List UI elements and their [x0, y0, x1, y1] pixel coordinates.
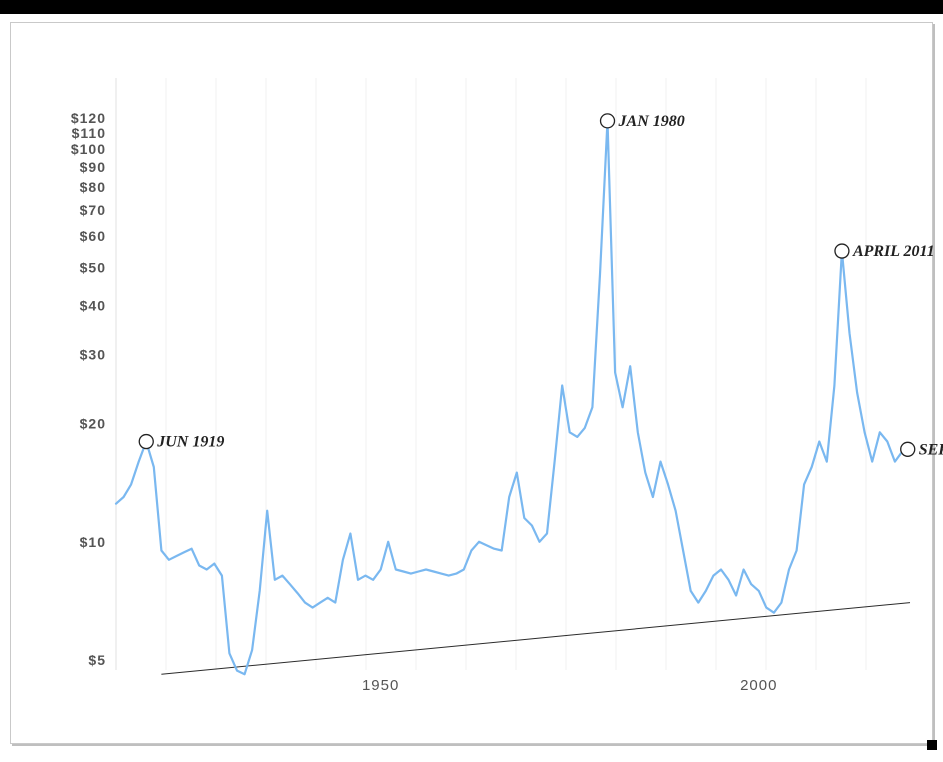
x-tick-label: 2000 [740, 677, 777, 694]
annotation-marker [601, 114, 615, 128]
y-axis-labels: $5 $10 $20 $30 $40 $50 $60 $70 $80 $90 $100$110$12… [71, 110, 106, 668]
annotations: JUN 1919 JAN 1980 APRIL 2011 SEP 2019 [139, 113, 943, 458]
price-series [116, 121, 908, 674]
y-tick-label: $5 [88, 652, 106, 668]
y-tick-label: $20 [80, 416, 106, 432]
price-line [116, 121, 908, 674]
annotation-marker [835, 244, 849, 258]
annotation-marker [901, 442, 915, 456]
y-tick-label: $30 [80, 346, 106, 362]
x-tick-label: 1950 [362, 677, 399, 694]
annotation-label: JAN 1980 [618, 113, 685, 130]
y-tick-label: $70 [80, 202, 106, 218]
y-tick-label: $60 [80, 228, 106, 244]
annotation-label: APRIL 2011 [852, 243, 935, 260]
y-tick-label: $80 [80, 179, 106, 195]
x-axis-labels: 1950 2000 [362, 677, 777, 694]
annotation-marker [139, 435, 153, 449]
annotation-label: JUN 1919 [156, 434, 224, 451]
chart-frame: $5 $10 $20 $30 $40 $50 $60 $70 $80 $90 $100$110$12… [0, 0, 943, 762]
price-chart: $5 $10 $20 $30 $40 $50 $60 $70 $80 $90 $100$110$12… [0, 0, 943, 762]
y-tick-label: $50 [80, 259, 106, 275]
y-tick-label: $110 [72, 125, 106, 141]
y-tick-label: $120 [71, 110, 106, 126]
y-tick-label: $90 [80, 159, 106, 175]
grid [116, 78, 866, 670]
y-tick-label: $100 [71, 141, 106, 157]
y-tick-label: $40 [80, 297, 106, 313]
annotation-label: SEP 2019 [919, 441, 943, 458]
y-tick-label: $10 [80, 534, 106, 550]
trendline [161, 603, 910, 675]
